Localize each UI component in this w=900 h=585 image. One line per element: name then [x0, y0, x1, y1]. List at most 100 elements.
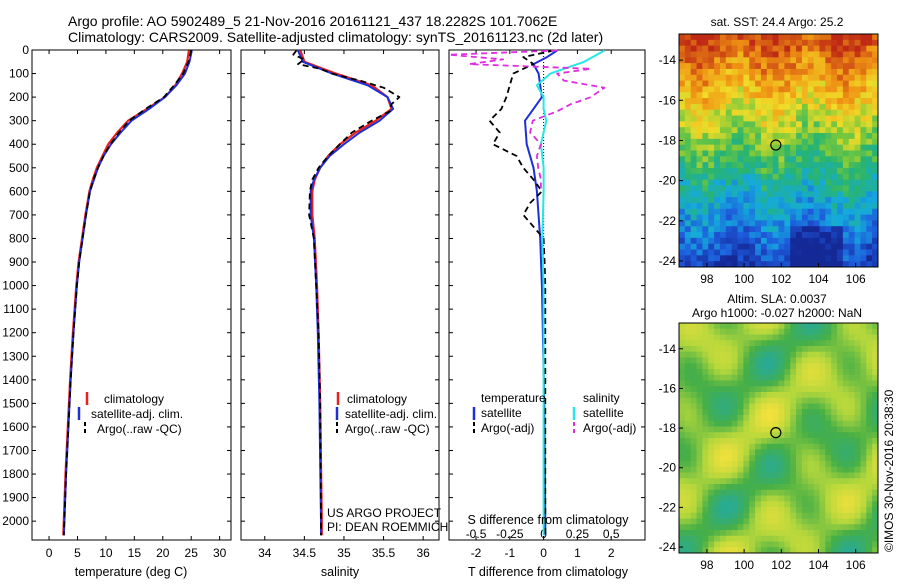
map-cell	[778, 507, 785, 514]
map-cell	[690, 86, 697, 93]
map-cell	[696, 92, 703, 99]
map-cell	[766, 45, 774, 52]
map-cell	[848, 374, 855, 381]
map-cell	[813, 232, 820, 239]
map-cell	[801, 340, 809, 347]
map-cell	[866, 57, 873, 64]
map-cell	[760, 191, 768, 198]
map-cell	[842, 261, 850, 268]
map-cell	[796, 518, 803, 525]
map-cell	[854, 357, 861, 364]
map-cell	[825, 121, 832, 128]
map-cell	[766, 495, 774, 502]
map-cell	[825, 478, 832, 485]
map-cell	[702, 243, 709, 250]
map-cell	[860, 363, 867, 370]
map-cell	[825, 156, 832, 163]
map-cell	[872, 249, 879, 256]
map-cell	[796, 74, 803, 82]
map-cell	[696, 380, 703, 387]
map-cell	[854, 208, 861, 215]
map-cell	[772, 156, 779, 163]
map-cell	[854, 45, 861, 52]
map-cell	[690, 103, 697, 111]
map-cell	[807, 74, 815, 82]
map-cell	[866, 138, 873, 146]
map-cell	[749, 501, 756, 508]
map-cell	[737, 92, 744, 99]
map-cell	[772, 466, 779, 473]
map-cell	[679, 403, 686, 410]
map-cell	[842, 461, 850, 468]
map-cell	[796, 524, 803, 531]
map-cell	[684, 535, 692, 542]
map-cell	[813, 512, 820, 519]
argo-location-marker	[770, 427, 782, 439]
map-cell	[784, 98, 791, 105]
map-cell	[714, 179, 721, 186]
map-cell	[766, 109, 774, 116]
map-cell	[755, 80, 762, 87]
map-cell	[749, 403, 756, 410]
map-cell	[696, 530, 703, 537]
map-cell	[784, 121, 791, 128]
map-cell	[842, 392, 850, 399]
map-cell	[778, 191, 785, 198]
map-cell	[737, 449, 744, 456]
map-cell	[801, 478, 809, 485]
map-cell	[690, 524, 697, 531]
map-cell	[743, 328, 750, 335]
map-cell	[755, 202, 762, 210]
map-cell	[784, 472, 791, 479]
map-cell	[784, 103, 791, 111]
map-cell	[755, 86, 762, 93]
map-cell	[837, 323, 844, 330]
map-cell	[690, 51, 697, 58]
map-cell	[714, 202, 721, 210]
map-cell	[807, 185, 815, 192]
map-cell	[760, 138, 768, 146]
map-cell	[690, 80, 697, 87]
map-cell	[837, 185, 844, 192]
map-cell	[725, 74, 733, 82]
map-cell	[684, 403, 692, 410]
map-cell	[702, 472, 709, 479]
map-cell	[860, 179, 867, 186]
map-cell	[696, 197, 703, 204]
map-cell	[684, 39, 692, 47]
map-cell	[854, 397, 861, 404]
map-cell	[690, 261, 697, 268]
map-cell	[872, 374, 879, 381]
map-cell	[778, 369, 785, 376]
map-cell	[790, 392, 797, 399]
map-cell	[796, 472, 803, 479]
map-cell	[766, 380, 774, 387]
map-cell	[743, 226, 750, 233]
map-cell	[755, 197, 762, 204]
map-cell	[790, 144, 797, 151]
y-tick-label: 200	[9, 90, 29, 104]
map-cell	[848, 409, 855, 416]
map-cell	[860, 357, 867, 364]
map-x-tick-label: 102	[771, 272, 791, 286]
map-cell	[848, 323, 855, 330]
map-cell	[760, 232, 768, 239]
map-cell	[702, 185, 709, 192]
map-cell	[760, 92, 768, 99]
map-cell	[825, 466, 832, 473]
map-cell	[755, 109, 762, 116]
map-cell	[796, 334, 803, 341]
map-cell	[813, 226, 820, 233]
map-cell	[796, 249, 803, 256]
map-cell	[807, 374, 815, 381]
map-cell	[714, 328, 721, 335]
map-cell	[755, 334, 762, 341]
map-cell	[860, 455, 867, 462]
map-cell	[784, 478, 791, 485]
map-cell	[731, 518, 738, 525]
map-cell	[731, 409, 738, 416]
map-cell	[679, 232, 686, 239]
map-cell	[714, 415, 721, 422]
map-cell	[760, 541, 768, 548]
map-cell	[813, 420, 820, 427]
